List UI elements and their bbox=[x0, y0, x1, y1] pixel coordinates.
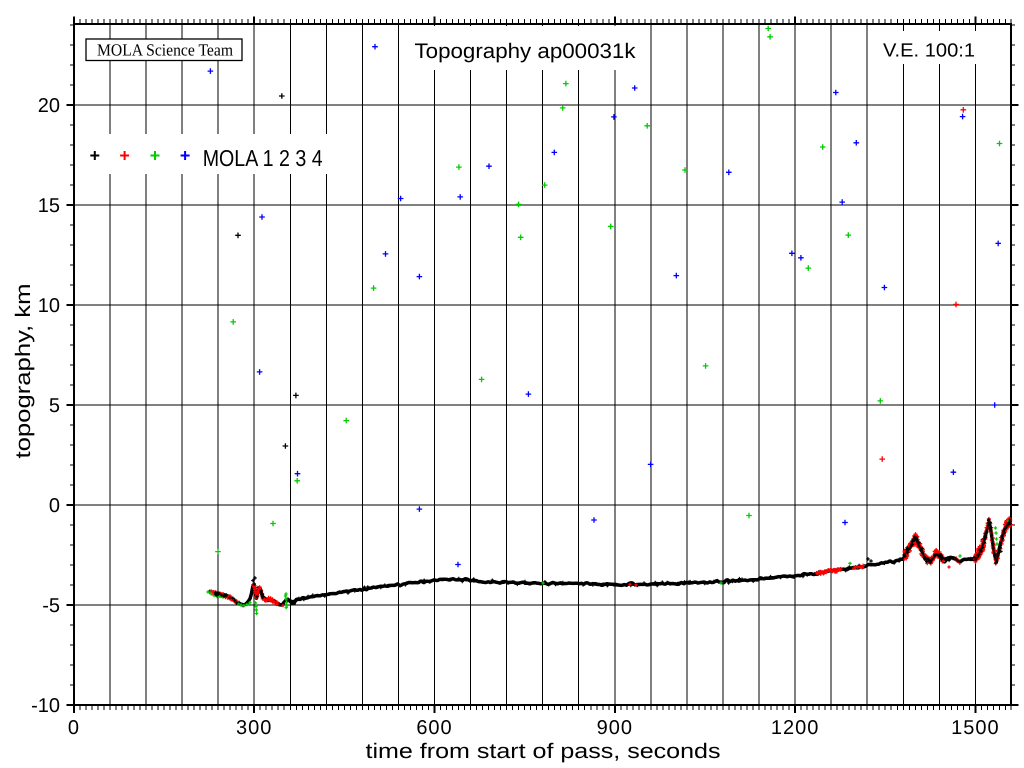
svg-text:10: 10 bbox=[38, 295, 60, 317]
svg-text:900: 900 bbox=[597, 717, 633, 739]
svg-text:time from start of pass, secon: time from start of pass, seconds bbox=[366, 740, 721, 763]
svg-text:15: 15 bbox=[38, 195, 60, 217]
svg-text:0: 0 bbox=[49, 495, 60, 517]
svg-text:MOLA Science Team: MOLA Science Team bbox=[97, 41, 233, 60]
svg-text:600: 600 bbox=[416, 717, 452, 739]
svg-text:20: 20 bbox=[38, 95, 60, 117]
svg-text:0: 0 bbox=[68, 717, 80, 739]
svg-text:MOLA 1 2 3 4: MOLA 1 2 3 4 bbox=[203, 145, 323, 171]
svg-text:1200: 1200 bbox=[771, 717, 820, 739]
svg-text:300: 300 bbox=[236, 717, 272, 739]
svg-text:5: 5 bbox=[49, 395, 60, 417]
svg-text:V.E. 100:1: V.E. 100:1 bbox=[883, 41, 975, 62]
svg-text:-10: -10 bbox=[31, 695, 60, 717]
svg-text:Topography ap00031k: Topography ap00031k bbox=[415, 40, 637, 63]
svg-text:-5: -5 bbox=[42, 595, 60, 617]
svg-text:topography, km: topography, km bbox=[12, 284, 35, 459]
svg-text:1500: 1500 bbox=[951, 717, 1000, 739]
